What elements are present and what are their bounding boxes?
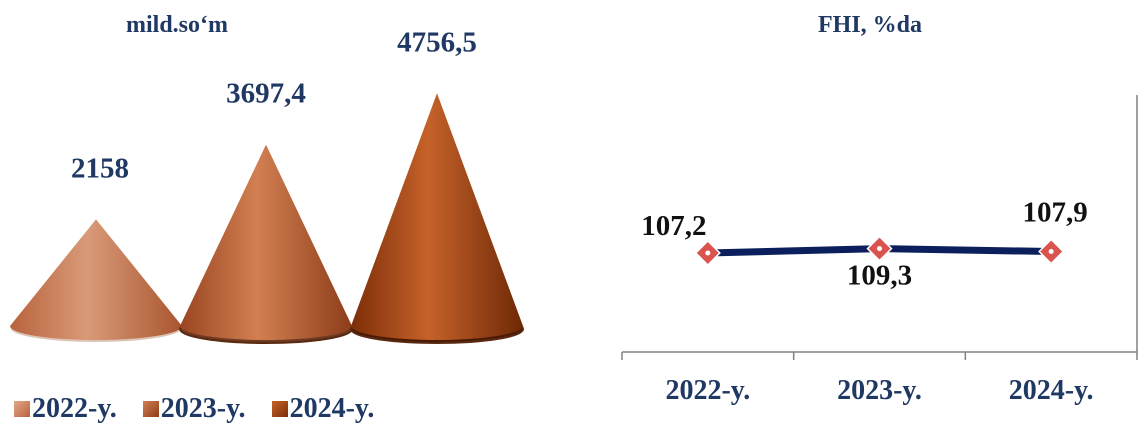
- cone-bar-2024-y.: [350, 93, 524, 344]
- legend-item-2024: 2024-y.: [271, 393, 375, 425]
- line-chart-svg: 2022-y. 2023-y. 2024-y. 107,2 109,3 107,9: [621, 95, 1138, 406]
- data-value-label: 107,9: [1023, 197, 1088, 229]
- cone-value-label: 4756,5: [397, 26, 477, 58]
- cone-bar-2023-y.: [179, 144, 353, 344]
- legend-swatch-2023: [142, 401, 159, 417]
- x-tick-label: 2022-y.: [665, 375, 750, 406]
- cone-chart-svg: 2158 3697,4 4756,5: [9, 26, 524, 344]
- line-chart-panel: FHI, %da 2022-y. 2023-y. 2024-y. 107,2 109,3…: [600, 0, 1140, 434]
- data-point-highlight: [1048, 249, 1054, 255]
- cone-value-label: 3697,4: [226, 78, 306, 110]
- legend-label-2022: 2022-y.: [32, 393, 117, 424]
- legend-label-2023: 2023-y.: [160, 393, 246, 424]
- legend-item-2022: 2022-y.: [14, 393, 117, 425]
- line-chart-title: FHI, %da: [817, 12, 922, 38]
- cone-body: [180, 144, 352, 340]
- cone-bar-2022-y.: [9, 219, 183, 344]
- legend-item-2023: 2023-y.: [142, 393, 246, 425]
- data-point-highlight: [705, 250, 711, 256]
- data-value-label: 107,2: [641, 210, 706, 242]
- legend-label-2024: 2024-y.: [289, 393, 375, 424]
- x-tick-label: 2023-y.: [837, 375, 922, 406]
- cone-body: [351, 93, 523, 340]
- data-point-highlight: [877, 246, 882, 252]
- cone-body: [10, 219, 182, 340]
- cone-value-label: 2158: [71, 152, 129, 184]
- legend-swatch-2024: [271, 401, 288, 417]
- cone-chart-panel: mild.so‘m 2158 3697,4 4756,5 2022-y.: [0, 0, 560, 434]
- cone-chart-title: mild.so‘m: [126, 12, 228, 38]
- legend-swatch-2022: [14, 401, 30, 417]
- x-tick-label: 2024-y.: [1009, 375, 1094, 406]
- data-value-label: 109,3: [847, 260, 912, 292]
- cone-chart-legend: 2022-y. 2023-y. 2024-y.: [14, 393, 374, 425]
